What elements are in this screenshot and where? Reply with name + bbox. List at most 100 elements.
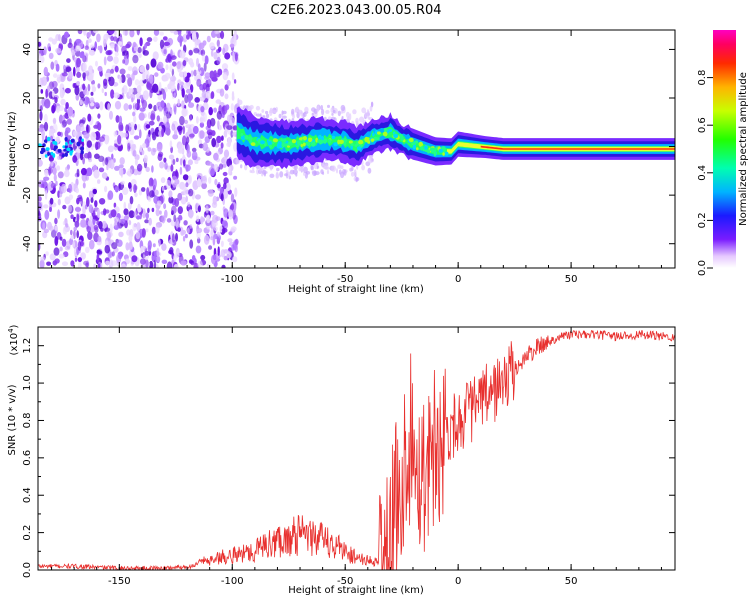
halo-blob (337, 110, 341, 117)
noise-blob (152, 51, 159, 61)
noise-blob (57, 74, 61, 84)
noise-blob (176, 249, 180, 256)
noise-blob (183, 159, 186, 167)
noise-blob (92, 188, 98, 195)
figure-title: C2E6.2023.043.00.05.R04 (270, 3, 441, 18)
noise-blob (54, 96, 58, 104)
noise-blob (180, 260, 187, 266)
colorbar-tick-label: 0.0 (697, 260, 708, 276)
bottom-y-axis-label: SNR (10 * v/v) (7, 384, 18, 455)
noise-ridge-spot (80, 150, 84, 155)
noise-blob (89, 215, 93, 221)
bottom-x-tick-label: -50 (337, 576, 353, 587)
halo-blob (304, 106, 309, 113)
noise-blob (182, 125, 186, 135)
halo-blob (336, 168, 338, 174)
top-y-tick-label: 0 (22, 143, 33, 149)
noise-blob (90, 197, 94, 203)
noise-blob (122, 187, 129, 196)
noise-blob (224, 93, 229, 100)
noise-blob (174, 130, 177, 135)
noise-blob (205, 90, 211, 99)
noise-blob (43, 46, 47, 56)
noise-blob (121, 87, 125, 94)
noise-blob (228, 165, 232, 175)
noise-blob (76, 81, 80, 86)
noise-blob (146, 187, 150, 197)
noise-blob (97, 122, 102, 131)
noise-blob (170, 164, 174, 172)
noise-ridge-spot (66, 147, 71, 151)
noise-blob (187, 209, 194, 219)
noise-blob (97, 263, 101, 268)
noise-blob (39, 259, 45, 268)
noise-blob (118, 164, 124, 169)
noise-blob (67, 204, 73, 213)
halo-blob (252, 166, 255, 172)
noise-blob (169, 109, 174, 115)
noise-blob (48, 166, 51, 176)
noise-blob (101, 220, 107, 230)
noise-blob (75, 206, 81, 212)
noise-blob (110, 209, 117, 218)
noise-blob (38, 53, 42, 59)
noise-blob (118, 168, 124, 176)
noise-blob (123, 201, 127, 211)
noise-blob (142, 71, 146, 81)
noise-blob (222, 189, 229, 199)
noise-blob (203, 62, 207, 72)
noise-blob (66, 118, 73, 125)
ridge-spot (260, 140, 265, 145)
noise-blob (143, 154, 148, 164)
noise-blob (206, 214, 211, 224)
noise-blob (64, 31, 69, 39)
noise-blob (230, 203, 234, 211)
noise-blob (183, 188, 189, 196)
noise-blob (59, 192, 63, 198)
noise-blob (55, 47, 62, 54)
ridge-spot (382, 131, 388, 137)
noise-blob (75, 38, 82, 44)
noise-blob (93, 124, 99, 129)
noise-blob (135, 215, 141, 220)
noise-blob (208, 245, 213, 250)
noise-blob (223, 208, 229, 218)
ridge-spot (305, 141, 311, 146)
noise-blob (169, 140, 173, 149)
noise-blob (125, 215, 129, 220)
noise-blob (137, 47, 142, 54)
noise-blob (183, 71, 188, 78)
noise-blob (113, 56, 119, 65)
halo-blob (313, 162, 318, 170)
noise-blob (219, 88, 225, 97)
noise-blob (155, 221, 163, 228)
noise-blob (123, 103, 129, 111)
noise-blob (160, 100, 165, 108)
noise-blob (221, 264, 226, 268)
noise-blob (170, 178, 174, 185)
halo-blob (256, 168, 260, 175)
noise-blob (207, 131, 213, 140)
noise-blob (142, 50, 149, 56)
halo-blob (291, 108, 295, 115)
noise-blob (153, 30, 160, 36)
noise-blob (164, 162, 168, 170)
noise-blob (154, 189, 159, 196)
halo-blob (331, 165, 336, 172)
noise-blob (176, 61, 181, 70)
halo-blob (367, 167, 372, 174)
ridge-spot (308, 137, 313, 143)
noise-blob (211, 201, 218, 208)
halo-blob (345, 111, 350, 119)
noise-blob (90, 102, 95, 107)
noise-ridge-spot (53, 147, 56, 152)
noise-blob (162, 91, 167, 101)
noise-blob (220, 142, 224, 149)
noise-blob (177, 83, 180, 91)
noise-blob (90, 91, 94, 96)
noise-blob (94, 153, 100, 160)
noise-blob (66, 240, 71, 250)
noise-blob (147, 196, 152, 202)
noise-blob (120, 180, 125, 185)
halo-blob (337, 164, 342, 169)
